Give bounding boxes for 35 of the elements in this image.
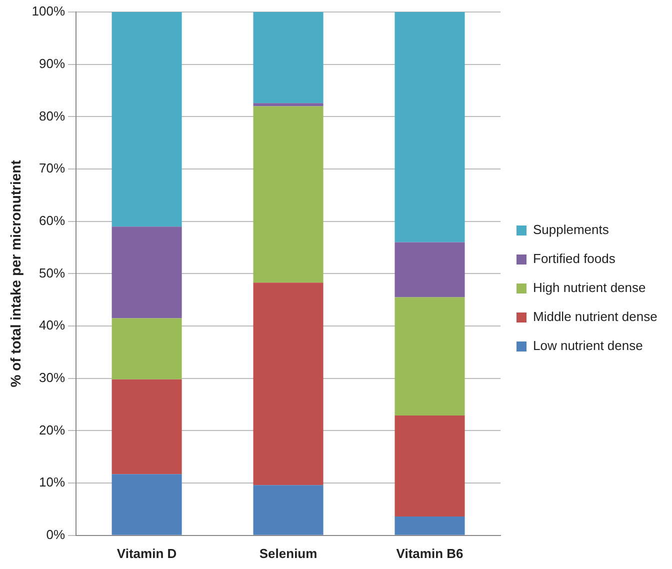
- bar: [253, 485, 324, 535]
- legend-label: Supplements: [533, 222, 610, 238]
- y-tick-label: 60%: [39, 212, 66, 228]
- bar: [394, 12, 465, 242]
- bar: [112, 318, 182, 380]
- y-tick-label: 10%: [39, 474, 66, 490]
- legend-label: Low nutrient dense: [533, 338, 643, 354]
- legend-label: Fortified foods: [533, 251, 616, 266]
- bar: [253, 106, 324, 283]
- y-axis-title: % of total intake per micronutrient: [7, 160, 24, 388]
- y-tick-label: 20%: [39, 422, 66, 438]
- bar: [112, 12, 182, 227]
- bar: [394, 416, 465, 517]
- y-tick-label: 90%: [39, 56, 66, 71]
- bar: [112, 226, 182, 318]
- x-tick-label: Vitamin D: [116, 546, 177, 561]
- y-tick-label: 0%: [46, 526, 66, 542]
- bar: [112, 379, 182, 474]
- x-tick-label: Selenium: [259, 546, 318, 561]
- bar: [253, 103, 324, 106]
- y-tick-label: 40%: [39, 318, 66, 333]
- x-tick-label: Vitamin B6: [396, 546, 464, 561]
- legend-label: High nutrient dense: [533, 280, 646, 296]
- bar: [112, 474, 182, 535]
- y-tick-label: 80%: [39, 108, 66, 124]
- y-tick-label: 70%: [39, 160, 66, 176]
- bar: [394, 297, 465, 416]
- bar: [253, 282, 324, 486]
- y-tick-label: 30%: [39, 370, 66, 385]
- legend-label: Middle nutrient dense: [533, 309, 658, 324]
- y-tick-label: 50%: [39, 265, 66, 280]
- bar: [394, 242, 465, 298]
- bar: [394, 516, 465, 535]
- bar: [253, 12, 324, 104]
- y-tick-label: 100%: [32, 4, 66, 19]
